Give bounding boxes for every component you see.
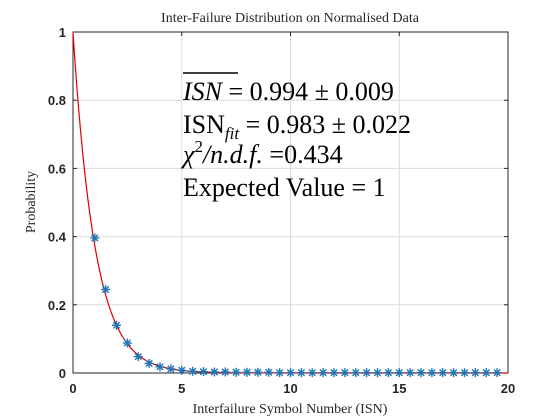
data-point	[242, 367, 252, 377]
data-point	[460, 368, 469, 378]
data-point	[340, 368, 350, 378]
data-point	[101, 284, 111, 294]
fit-annotations: ISN = 0.994 ± 0.009 ISNfit = 0.983 ± 0.0…	[180, 72, 411, 202]
annotation-chi-symbol: χ	[180, 140, 195, 169]
data-point	[307, 368, 317, 378]
data-point	[427, 368, 437, 378]
data-point	[253, 367, 263, 377]
chart-title: Inter-Failure Distribution on Normalised…	[161, 11, 420, 26]
y-tick-label: 0	[59, 366, 66, 381]
data-point	[231, 367, 241, 377]
data-point	[394, 368, 404, 378]
annotation-mean-value: = 0.994 ± 0.009	[222, 77, 394, 106]
data-point	[351, 368, 361, 378]
svg-text:ISN = 0.994 ± 0.009: ISN = 0.994 ± 0.009	[182, 77, 394, 106]
data-point	[155, 362, 165, 372]
data-point	[373, 368, 382, 378]
data-point	[438, 368, 448, 378]
y-tick-label: 0.4	[48, 230, 67, 245]
data-point	[296, 368, 306, 378]
data-point	[188, 366, 198, 376]
annotation-expected-value: Expected Value = 1	[183, 173, 386, 202]
data-point	[329, 368, 339, 378]
data-point	[362, 368, 372, 378]
x-axis-label: Interfailure Symbol Number (ISN)	[193, 402, 388, 417]
y-tick-label: 0.2	[48, 298, 66, 313]
data-point	[209, 367, 219, 377]
y-tick-label: 0.8	[48, 93, 66, 108]
data-markers	[90, 233, 502, 378]
data-point	[177, 365, 187, 375]
annotation-chi-ndf: /n.d.f.	[201, 140, 263, 169]
annotation-fit-prefix: ISN	[183, 110, 225, 139]
data-point	[199, 367, 208, 377]
annotation-isn-fit: ISNfit = 0.983 ± 0.022	[183, 110, 411, 143]
data-point	[286, 368, 295, 378]
annotation-mean-isn: ISN = 0.994 ± 0.009	[182, 72, 394, 106]
annotation-fit-value: = 0.983 ± 0.022	[239, 110, 411, 139]
data-point	[275, 368, 285, 378]
data-point	[383, 368, 393, 378]
data-point	[264, 367, 274, 377]
annotation-chi-value: =0.434	[263, 140, 343, 169]
data-point	[166, 364, 176, 374]
x-tick-label: 15	[392, 381, 406, 396]
annotation-fit-subscript: fit	[225, 124, 240, 143]
data-point	[416, 368, 426, 378]
x-tick-labels: 0 5 10 15 20	[69, 381, 515, 396]
y-axis-label: Probability	[24, 171, 39, 233]
data-point	[481, 368, 491, 378]
data-point	[122, 338, 132, 348]
data-point	[449, 368, 459, 378]
data-point	[112, 320, 121, 330]
annotation-mean-symbol: ISN	[182, 77, 224, 106]
data-point	[318, 368, 328, 378]
data-point	[144, 358, 154, 368]
data-point	[133, 352, 143, 362]
x-tick-label: 20	[501, 381, 515, 396]
data-point	[405, 368, 415, 378]
data-point	[492, 368, 502, 378]
x-tick-label: 5	[178, 381, 185, 396]
y-tick-labels: 0 0.2 0.4 0.6 0.8 1	[48, 25, 67, 381]
y-tick-label: 0.6	[48, 161, 66, 176]
annotation-chi2: χ2/n.d.f. =0.434	[180, 137, 343, 169]
data-point	[90, 233, 100, 243]
x-tick-label: 0	[69, 381, 76, 396]
x-tick-label: 10	[283, 381, 297, 396]
y-tick-label: 1	[59, 25, 66, 40]
data-point	[470, 368, 480, 378]
annotation-chi-superscript: 2	[194, 137, 203, 156]
data-point	[220, 367, 230, 377]
